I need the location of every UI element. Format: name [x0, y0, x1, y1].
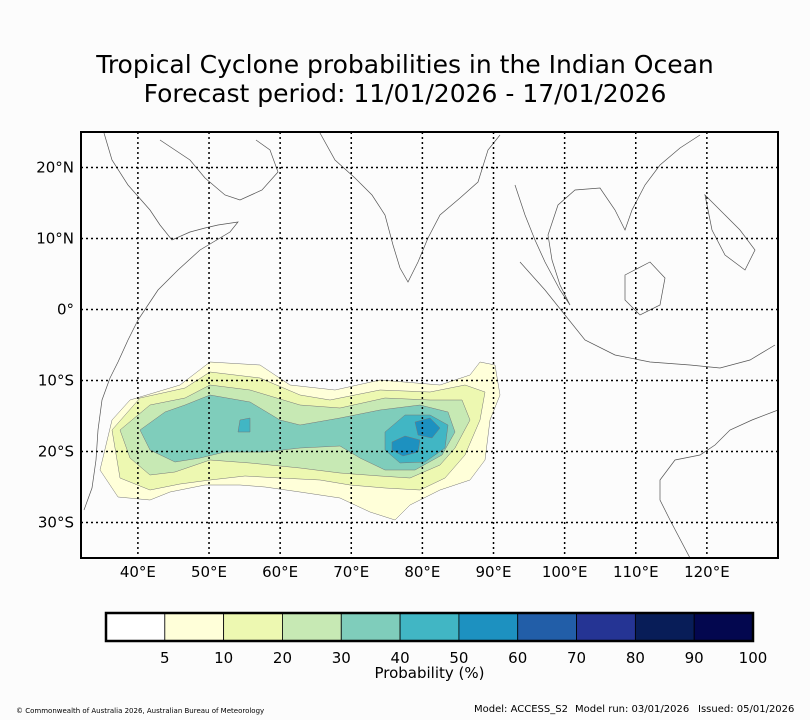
contour-40 — [237, 417, 251, 433]
coast-australia — [659, 409, 779, 559]
colorbar-tick-label: 60 — [508, 649, 528, 667]
gridlines — [81, 132, 778, 558]
lat-tick-label: 0° — [57, 301, 74, 319]
coast-borneo — [624, 261, 666, 316]
colorbar-tick-label: 80 — [625, 649, 645, 667]
lat-tick-label: 10°N — [36, 230, 74, 248]
colorbar-swatch — [164, 612, 225, 642]
map-frame — [80, 131, 779, 559]
lat-tick-label: 20°S — [38, 443, 74, 461]
colorbar-tick-label: 100 — [738, 649, 768, 667]
coast-africa — [83, 132, 239, 511]
lon-tick-label: 120°E — [684, 563, 730, 581]
lat-tick-label: 10°S — [38, 372, 74, 390]
lat-tick-label: 20°N — [36, 159, 74, 177]
colorbar-swatch — [340, 612, 401, 642]
lon-tick-label: 100°E — [542, 563, 588, 581]
coast-seasia — [514, 134, 701, 306]
colorbar-tick-label: 50 — [449, 649, 469, 667]
model-run-date: Model run: 03/01/2026 — [575, 704, 690, 715]
colorbar-tick-label: 5 — [160, 649, 170, 667]
contour-50b — [414, 417, 441, 439]
copyright-text: © Commonwealth of Australia 2026, Austra… — [16, 707, 265, 715]
colorbar-tick-label: 20 — [272, 649, 292, 667]
colorbar-swatch — [105, 612, 166, 642]
colorbar-swatch — [282, 612, 342, 642]
coast-arabia — [159, 139, 279, 201]
lon-tick-label: 110°E — [613, 563, 659, 581]
lat-tick-label: 30°S — [38, 514, 74, 532]
colorbar-swatch — [458, 612, 519, 642]
colorbar — [104, 611, 755, 643]
colorbar-label: Probability (%) — [374, 664, 485, 682]
colorbar-tick-label: 30 — [331, 649, 351, 667]
colorbar-swatch — [223, 612, 283, 642]
issued-date: Issued: 05/01/2026 — [698, 704, 795, 715]
colorbar-tick-label: 10 — [214, 649, 234, 667]
colorbar-tick-label: 70 — [566, 649, 587, 667]
colorbar-swatch — [634, 612, 695, 642]
colorbar-tick-label: 40 — [390, 649, 410, 667]
colorbar-swatch — [399, 612, 460, 642]
lon-tick-label: 90°E — [475, 563, 511, 581]
lon-tick-label: 50°E — [191, 563, 227, 581]
lon-tick-label: 80°E — [404, 563, 440, 581]
colorbar-swatch — [576, 612, 636, 642]
coast-india — [319, 132, 501, 283]
colorbar-swatch — [517, 612, 577, 642]
tick-labels: 40°E 50°E 60°E 70°E 80°E 90°E 100°E 110°E 120°E 2… — [36, 159, 729, 582]
probability-field — [99, 361, 501, 521]
colorbar-frame — [104, 611, 755, 643]
title-line-2: Forecast period: 11/01/2026 - 17/01/2026 — [143, 79, 667, 108]
colorbar-tick-label: 90 — [684, 649, 704, 667]
model-name: Model: ACCESS_S2 — [474, 704, 568, 715]
colorbar-swatch — [693, 612, 754, 642]
title-line-1: Tropical Cyclone probabilities in the In… — [96, 50, 714, 79]
lon-tick-label: 70°E — [333, 563, 369, 581]
lon-tick-label: 60°E — [262, 563, 298, 581]
coast-indonesia — [519, 261, 776, 369]
lon-tick-label: 40°E — [120, 563, 156, 581]
coast-philippines — [704, 193, 756, 271]
